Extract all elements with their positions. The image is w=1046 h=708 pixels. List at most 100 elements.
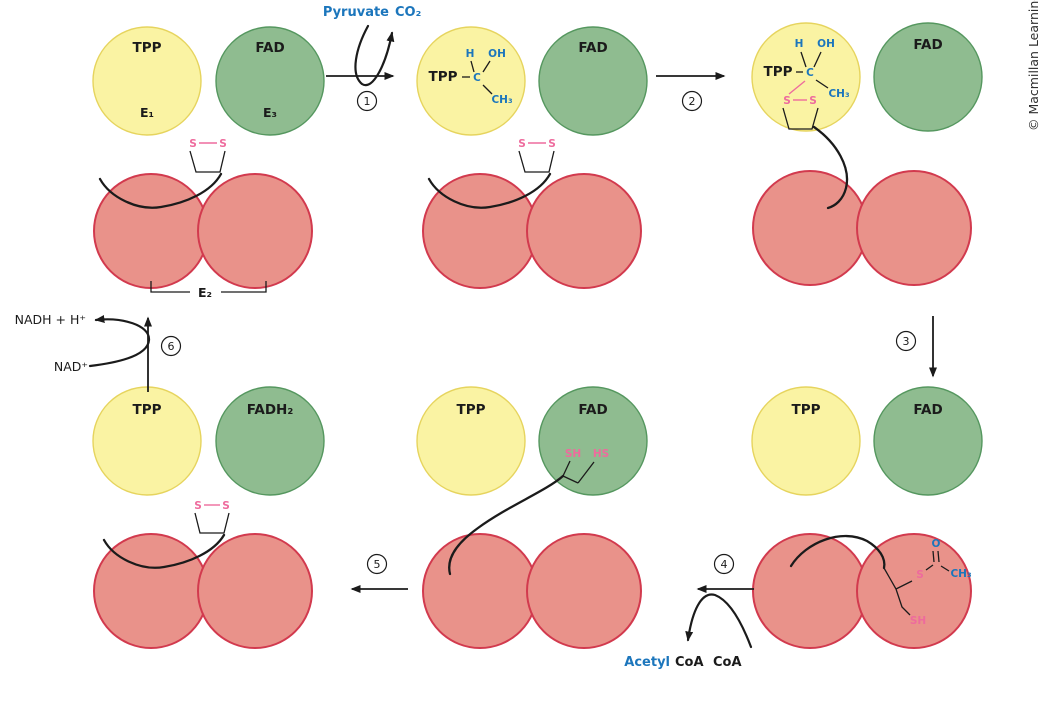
coa-product-label: CoA — [675, 655, 704, 670]
e1-label: E₁ — [140, 105, 154, 120]
stage-5: TPP FAD SH HS — [416, 386, 648, 649]
sulfur-label: S — [219, 138, 227, 150]
chain-sh-bond — [562, 460, 571, 477]
coa-reactant-label: CoA — [713, 655, 742, 670]
e1-tpp-circle — [92, 386, 202, 496]
hs-label: HS — [593, 448, 609, 460]
c-o-double-bond — [932, 550, 935, 563]
stage-2: S S TPP C H OH CH₃ FAD — [416, 26, 648, 289]
fad-label: FAD — [255, 40, 284, 56]
c-s-bond — [788, 80, 806, 95]
c-ch3-bond — [482, 84, 493, 95]
lipoyl-arm — [789, 534, 886, 570]
dithiolane-ring — [782, 107, 819, 130]
e2-bracket-right — [221, 281, 267, 293]
dithiolane-ring — [518, 150, 555, 173]
step-6-badge — [160, 335, 182, 357]
e3-fadh2-circle — [215, 386, 325, 496]
e3-fad-circle — [215, 26, 325, 136]
step-1-arrow-group: Pyruvate CO₂ 1 — [323, 5, 421, 112]
tpp-label: TPP — [133, 402, 162, 418]
e2-bracket-left — [150, 281, 190, 293]
c-oh-bond — [482, 60, 491, 73]
e3-fad-circle — [538, 386, 648, 496]
step-1-number: 1 — [364, 95, 371, 108]
chain-hs-bond — [577, 461, 595, 484]
c-h-bond — [800, 51, 807, 68]
tpp-label: TPP — [792, 402, 821, 418]
oh-label: OH — [817, 38, 835, 50]
dithiolane-ring — [194, 512, 230, 534]
h-label: H — [466, 48, 475, 60]
step-2-number: 2 — [689, 95, 696, 108]
c-h-bond — [470, 60, 475, 73]
e2-circle-left — [752, 533, 868, 649]
stage-6: TPP FADH₂ S S — [92, 386, 325, 649]
e3-fad-circle — [538, 26, 648, 136]
step-5-number: 5 — [374, 558, 381, 571]
e2-circle-left — [422, 533, 538, 649]
chain-s-bond — [895, 580, 913, 590]
lipoyl-chain — [562, 475, 579, 484]
e3-fad-circle — [873, 386, 983, 496]
e3-label: E₃ — [263, 105, 277, 120]
e2-circle-right — [526, 533, 642, 649]
step-4-badge — [713, 553, 735, 575]
lipoyl-arm — [448, 474, 565, 576]
sulfur-label: S — [194, 500, 202, 512]
oh-label: OH — [488, 48, 506, 60]
step-1-badge — [356, 90, 378, 112]
e1-tpp-circle — [751, 386, 861, 496]
sh-label: SH — [910, 615, 926, 627]
tpp-label: TPP — [457, 402, 486, 418]
e1-tpp-circle — [416, 386, 526, 496]
tpp-label: TPP — [764, 64, 793, 80]
lipoyl-arm — [102, 533, 226, 569]
sulfur-label: S — [548, 138, 556, 150]
fad-label: FAD — [913, 402, 942, 418]
lipoyl-arm — [427, 172, 552, 209]
e1-tpp-circle — [416, 26, 526, 136]
sulfur-label: S — [222, 500, 230, 512]
e2-circle-right — [197, 533, 313, 649]
step-4-arrow-group: 4 Acetyl CoA CoA — [624, 553, 754, 670]
e2-circle-right — [197, 173, 313, 289]
e3-fad-circle — [873, 22, 983, 132]
nadh-label: NADH + H⁺ — [15, 312, 86, 327]
ch3-label: CH₃ — [828, 88, 849, 100]
e2-circle-right — [856, 533, 972, 649]
sulfur-label: S — [916, 569, 924, 581]
sulfur-label: S — [518, 138, 526, 150]
ch3-label: CH₃ — [950, 568, 971, 580]
lipoyl-arm — [98, 172, 223, 209]
pyruvate-co2-curve-arrow — [354, 24, 395, 87]
step-4-number: 4 — [721, 558, 728, 571]
tpp-label: TPP — [133, 40, 162, 56]
e2-label: E₂ — [198, 285, 212, 300]
carbon-label: C — [473, 72, 481, 84]
fad-label: FAD — [578, 402, 607, 418]
lipoyl-arm — [812, 125, 849, 210]
step-6-arrow-group: 6 NAD⁺ NADH + H⁺ — [15, 312, 182, 392]
c-ch3-bond — [815, 79, 829, 89]
fadh2-label: FADH₂ — [247, 402, 294, 418]
sulfur-label: S — [189, 138, 197, 150]
nad-nadh-curve-arrow — [88, 315, 151, 368]
c-ch3-bond — [940, 565, 950, 572]
step-5-arrow-group: 5 — [350, 553, 408, 593]
step-6-number: 6 — [168, 340, 175, 353]
step-2-arrow-group: 2 — [656, 72, 726, 112]
sh-label: SH — [565, 448, 581, 460]
dithiolane-ring — [189, 150, 226, 173]
e2-circle-right — [526, 173, 642, 289]
e1-tpp-circle — [92, 26, 202, 136]
c-o-double-bond — [937, 550, 940, 563]
fad-label: FAD — [578, 40, 607, 56]
copyright-credit: © Macmillan Learning — [1026, 0, 1041, 131]
sulfur-label: S — [809, 95, 817, 107]
step-3-badge — [895, 330, 917, 352]
e2-circle-left — [752, 170, 868, 286]
step-3-number: 3 — [903, 335, 910, 348]
